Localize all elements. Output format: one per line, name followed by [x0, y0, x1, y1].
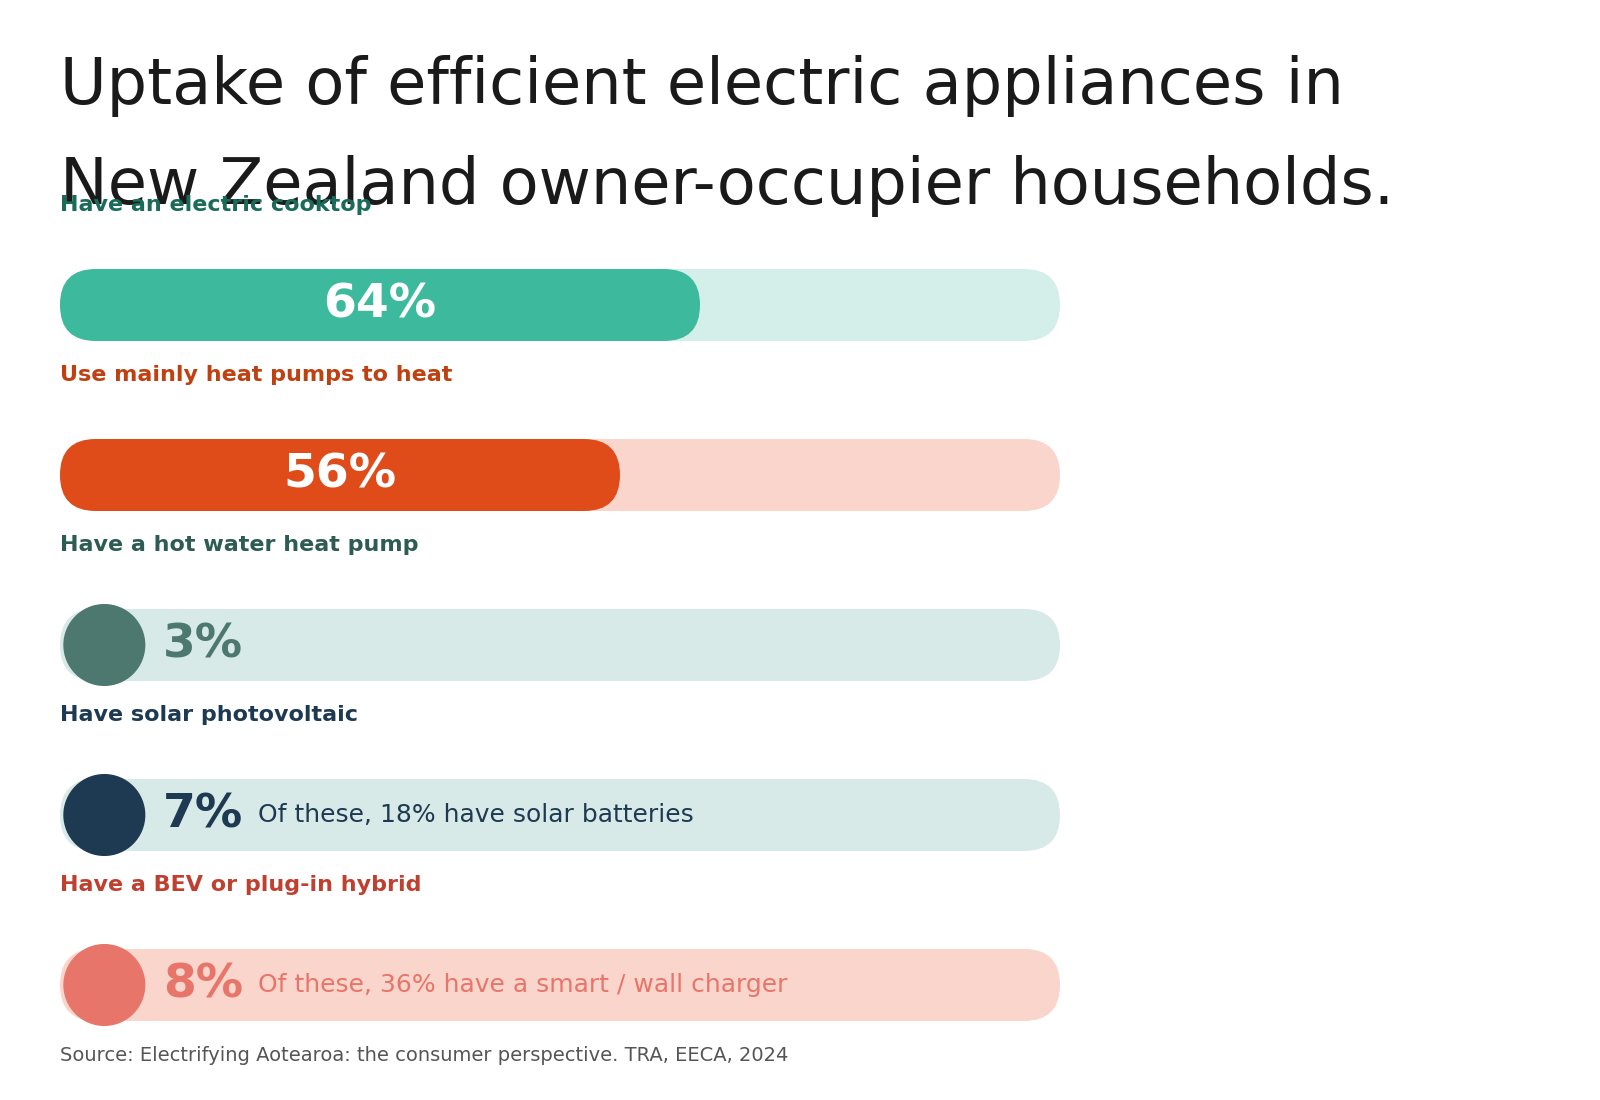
Text: Source: Electrifying Aotearoa: the consumer perspective. TRA, EECA, 2024: Source: Electrifying Aotearoa: the consu…: [61, 1046, 789, 1065]
FancyBboxPatch shape: [61, 779, 1059, 851]
Circle shape: [64, 605, 144, 685]
FancyBboxPatch shape: [61, 439, 621, 512]
FancyBboxPatch shape: [61, 439, 1059, 512]
Text: Of these, 18% have solar batteries: Of these, 18% have solar batteries: [258, 803, 693, 827]
Text: 8%: 8%: [163, 962, 243, 1008]
FancyBboxPatch shape: [61, 270, 701, 341]
FancyBboxPatch shape: [61, 609, 1059, 681]
Text: 56%: 56%: [283, 452, 397, 497]
FancyBboxPatch shape: [61, 949, 1059, 1021]
Text: Of these, 36% have a smart / wall charger: Of these, 36% have a smart / wall charge…: [258, 974, 787, 997]
Text: 64%: 64%: [323, 283, 437, 328]
Circle shape: [64, 774, 144, 856]
Text: Use mainly heat pumps to heat: Use mainly heat pumps to heat: [61, 365, 453, 385]
Text: 3%: 3%: [163, 623, 243, 668]
Text: Have an electric cooktop: Have an electric cooktop: [61, 195, 371, 214]
Text: Uptake of efficient electric appliances in: Uptake of efficient electric appliances …: [61, 55, 1344, 117]
Text: Have solar photovoltaic: Have solar photovoltaic: [61, 705, 358, 725]
Circle shape: [64, 945, 144, 1025]
Text: 7%: 7%: [163, 792, 243, 837]
Text: Have a BEV or plug-in hybrid: Have a BEV or plug-in hybrid: [61, 874, 421, 895]
Text: Have a hot water heat pump: Have a hot water heat pump: [61, 535, 419, 556]
Text: New Zealand owner-occupier households.: New Zealand owner-occupier households.: [61, 155, 1394, 217]
FancyBboxPatch shape: [61, 270, 1059, 341]
